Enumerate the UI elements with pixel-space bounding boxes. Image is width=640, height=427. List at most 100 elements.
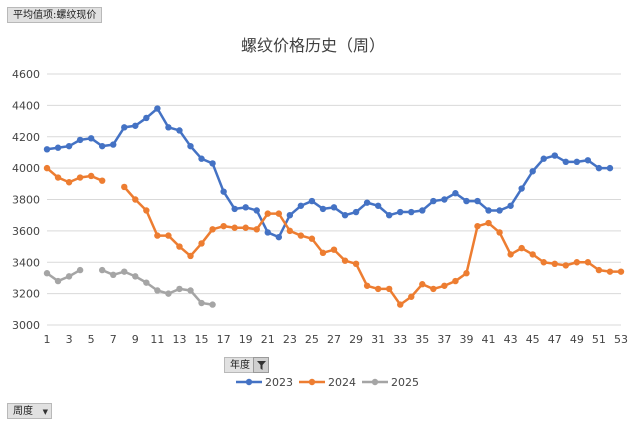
data-point <box>65 179 73 186</box>
data-point <box>165 232 172 239</box>
data-point <box>198 240 205 247</box>
data-point <box>551 152 558 159</box>
x-tick-label: 39 <box>459 333 473 346</box>
data-point <box>374 285 382 293</box>
data-point <box>496 229 503 236</box>
x-tick-label: 19 <box>239 333 253 346</box>
data-point <box>606 268 614 275</box>
data-point <box>485 219 492 227</box>
data-point <box>330 246 338 253</box>
data-point <box>330 204 338 211</box>
x-tick-label: 9 <box>132 333 139 346</box>
data-point <box>98 177 106 184</box>
y-tick-label: 4200 <box>12 131 40 144</box>
series-line <box>123 186 621 306</box>
series-line <box>46 269 81 283</box>
data-point <box>143 114 150 122</box>
gridlines <box>47 73 621 326</box>
data-point <box>154 287 161 294</box>
filter-icon[interactable] <box>253 357 269 373</box>
data-point <box>209 226 216 233</box>
data-point <box>308 235 316 242</box>
data-point <box>176 127 183 134</box>
data-point <box>121 124 128 131</box>
x-tick-label: 27 <box>327 333 341 346</box>
x-tick-label: 53 <box>614 333 628 346</box>
data-point <box>65 273 73 280</box>
x-tick-label: 49 <box>570 333 584 346</box>
data-point <box>562 262 570 269</box>
data-point <box>264 210 271 217</box>
y-tick-label: 3800 <box>12 194 40 207</box>
x-tick-label: 23 <box>283 333 297 346</box>
legend-item: 2024 <box>299 376 356 389</box>
data-point <box>385 211 393 219</box>
data-point <box>408 208 415 216</box>
data-point <box>54 144 62 151</box>
data-point <box>220 188 227 195</box>
legend-marker <box>308 378 316 386</box>
data-point <box>518 244 525 252</box>
x-tick-label: 7 <box>110 333 117 346</box>
data-point <box>143 207 150 214</box>
data-point <box>518 185 525 192</box>
x-tick-label: 1 <box>44 333 51 346</box>
data-point <box>98 266 106 274</box>
data-point <box>529 251 536 258</box>
data-point <box>286 227 294 235</box>
data-point <box>176 285 183 293</box>
data-point <box>87 135 95 142</box>
data-point <box>573 158 581 166</box>
data-point <box>441 196 448 203</box>
data-point <box>76 174 84 181</box>
data-point <box>154 232 161 239</box>
data-point <box>352 208 360 216</box>
pivot-axis-field-button[interactable]: 周度 ▼ <box>7 403 52 419</box>
x-tick-label: 25 <box>305 333 319 346</box>
series-lines <box>43 105 625 308</box>
data-point <box>595 164 603 172</box>
legend-item: 2025 <box>362 376 419 389</box>
y-tick-label: 4400 <box>12 99 40 112</box>
data-point <box>452 277 459 285</box>
y-tick-label: 3200 <box>12 288 40 301</box>
legend-label: 2024 <box>328 376 356 389</box>
data-point <box>297 232 305 239</box>
data-point <box>573 259 581 266</box>
data-point <box>452 190 459 197</box>
x-tick-label: 33 <box>393 333 407 346</box>
data-point <box>507 251 514 258</box>
data-point <box>43 164 51 172</box>
data-point <box>176 243 183 250</box>
legend-label: 2025 <box>391 376 419 389</box>
pivot-value-field-button[interactable]: 平均值项:螺纹现价 <box>7 7 103 23</box>
data-point <box>419 281 426 288</box>
data-point <box>374 202 382 209</box>
y-tick-label: 4000 <box>12 162 40 175</box>
data-point <box>187 252 194 260</box>
data-point <box>397 301 404 308</box>
data-point <box>209 160 216 167</box>
data-point <box>231 205 238 213</box>
data-point <box>463 270 470 277</box>
data-point <box>187 287 194 294</box>
data-point <box>319 205 327 213</box>
pivot-legend-field-button[interactable]: 年度 <box>224 357 269 373</box>
x-axis-ticks: 1 3 5 7 9 11 13 15 17 19 21 23 25 27 29 31 33 35 37 39 41 43 4… <box>44 333 629 346</box>
data-point <box>540 155 547 162</box>
x-tick-label: 47 <box>548 333 562 346</box>
data-point <box>87 172 95 180</box>
data-point <box>363 199 371 206</box>
series-line <box>46 107 610 239</box>
data-point <box>253 226 260 233</box>
data-point <box>242 204 249 211</box>
x-tick-label: 45 <box>526 333 540 346</box>
legend-label: 2023 <box>265 376 293 389</box>
chart-title: 螺纹价格历史（周） <box>241 36 385 55</box>
series-2025 <box>43 266 216 308</box>
legend-marker <box>245 378 253 386</box>
data-point <box>595 266 603 274</box>
data-point <box>507 202 514 209</box>
data-point <box>430 285 437 293</box>
